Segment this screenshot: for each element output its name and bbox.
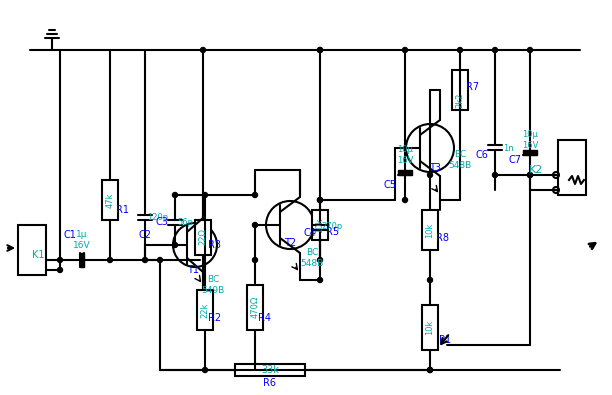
Circle shape: [253, 258, 258, 263]
Text: R4: R4: [258, 313, 272, 323]
Bar: [422, 305, 438, 350]
Circle shape: [318, 258, 323, 263]
Bar: [452, 70, 468, 110]
Text: C4: C4: [304, 228, 316, 238]
Circle shape: [318, 278, 323, 282]
Circle shape: [528, 173, 532, 177]
Circle shape: [173, 243, 177, 248]
Circle shape: [253, 367, 258, 372]
Text: C3: C3: [155, 217, 168, 227]
Circle shape: [318, 198, 323, 203]
Text: 47k: 47k: [105, 192, 114, 208]
Text: R3: R3: [209, 240, 222, 250]
Text: T2: T2: [284, 238, 296, 248]
Text: T3: T3: [429, 163, 441, 173]
Text: 10k: 10k: [316, 217, 324, 233]
Bar: [195, 220, 211, 255]
Bar: [235, 364, 305, 376]
Circle shape: [318, 47, 323, 53]
Text: 22k: 22k: [201, 302, 209, 318]
Text: R5: R5: [326, 227, 340, 237]
Text: P1: P1: [439, 335, 451, 345]
Circle shape: [428, 367, 433, 372]
Text: C2: C2: [138, 230, 152, 240]
Circle shape: [58, 267, 62, 273]
Circle shape: [203, 367, 207, 372]
Text: C7: C7: [509, 155, 521, 165]
Circle shape: [173, 192, 177, 198]
Circle shape: [428, 173, 433, 177]
Circle shape: [108, 258, 113, 263]
Circle shape: [403, 47, 408, 53]
Bar: [102, 180, 118, 220]
Circle shape: [253, 222, 258, 228]
Text: 10μ
16V: 10μ 16V: [397, 145, 413, 165]
Circle shape: [528, 173, 532, 177]
Circle shape: [428, 367, 433, 372]
Text: K2: K2: [529, 165, 543, 175]
Text: 270p: 270p: [321, 222, 343, 231]
Circle shape: [493, 47, 498, 53]
Circle shape: [458, 47, 463, 53]
Text: R8: R8: [436, 233, 449, 243]
Bar: [422, 210, 438, 250]
Circle shape: [318, 198, 323, 203]
Circle shape: [403, 198, 408, 203]
Bar: [312, 210, 328, 240]
Circle shape: [201, 47, 206, 53]
Text: BC
548B: BC 548B: [449, 150, 472, 170]
Circle shape: [157, 258, 163, 263]
Text: R1: R1: [116, 205, 129, 215]
Bar: [523, 150, 537, 155]
Text: T1: T1: [187, 265, 199, 275]
Circle shape: [203, 192, 207, 198]
Text: 56p: 56p: [177, 218, 193, 226]
Bar: [398, 170, 412, 175]
Text: 1n: 1n: [502, 143, 513, 152]
Text: 470Ω: 470Ω: [250, 296, 259, 318]
Circle shape: [58, 258, 62, 263]
Text: 10k: 10k: [425, 222, 435, 238]
Bar: [247, 285, 263, 330]
Circle shape: [493, 173, 498, 177]
Text: 120p: 120p: [147, 213, 168, 222]
Text: 1μ
16V: 1μ 16V: [73, 230, 91, 250]
Text: BC
548B: BC 548B: [300, 248, 324, 268]
Circle shape: [318, 47, 323, 53]
Text: R7: R7: [466, 82, 480, 92]
Text: K1: K1: [32, 250, 45, 260]
Bar: [558, 140, 586, 195]
Circle shape: [428, 278, 433, 282]
Text: R2: R2: [209, 313, 222, 323]
Bar: [18, 225, 46, 275]
Text: 10μ
16V: 10μ 16V: [522, 130, 538, 150]
Text: 10k: 10k: [425, 319, 435, 335]
Bar: [197, 290, 213, 330]
Text: C6: C6: [476, 150, 488, 160]
Text: C5: C5: [384, 180, 397, 190]
Circle shape: [253, 192, 258, 198]
Text: R6: R6: [264, 378, 277, 388]
Text: C1: C1: [64, 230, 76, 240]
Bar: [80, 253, 84, 267]
Circle shape: [143, 258, 147, 263]
Text: 33k: 33k: [261, 365, 279, 375]
Text: 2k2: 2k2: [455, 92, 465, 108]
Circle shape: [528, 47, 532, 53]
Text: BC
549B: BC 549B: [201, 275, 225, 295]
Text: 22Ω: 22Ω: [198, 229, 207, 245]
